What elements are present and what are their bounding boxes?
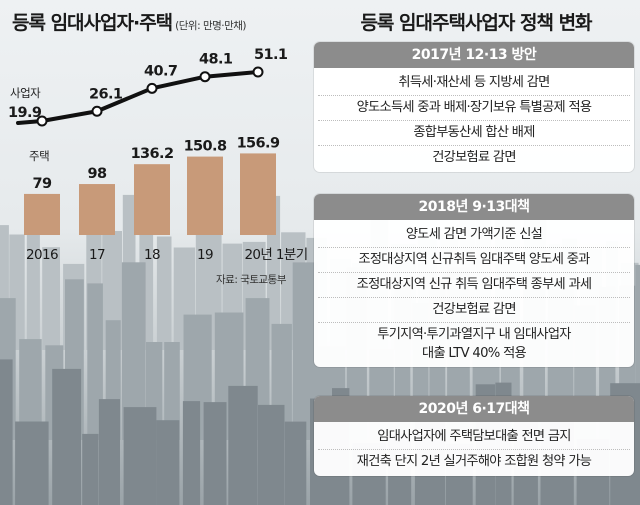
policy-heading: 2020년 6·17대책 <box>314 396 634 422</box>
bar-value-label: 98 <box>88 166 107 182</box>
building-silhouette <box>98 399 120 505</box>
policy-item: 취득세·재산세 등 지방세 감면 <box>318 71 630 96</box>
policy-item: 조정대상지역 신규 취득 임대주택 종부세 과세 <box>318 273 630 298</box>
policy-list: 취득세·재산세 등 지방세 감면 양도소득세 중과 배제·장기보유 특별공제 적… <box>314 68 634 172</box>
building-silhouette <box>228 385 258 505</box>
line-business-owners <box>16 70 260 125</box>
policy-item: 투기지역·투기과열지구 내 임대사업자 대출 LTV 40% 적용 <box>318 323 630 365</box>
chart-title: 등록 임대사업자·주택 (단위: 만명·만채) <box>12 8 247 35</box>
policy-item: 양도소득세 중과 배제·장기보유 특별공제 적용 <box>318 96 630 121</box>
building-silhouette <box>156 236 172 350</box>
bar-value-label: 79 <box>33 176 52 192</box>
building-silhouette <box>15 421 49 505</box>
building-silhouette <box>82 433 99 505</box>
building-silhouette <box>203 402 227 505</box>
building-silhouette <box>156 420 180 505</box>
policy-item-line: 대출 LTV 40% 적용 <box>422 346 527 361</box>
building-silhouette <box>635 264 640 440</box>
building-silhouette <box>19 339 42 440</box>
building-silhouette <box>26 199 40 350</box>
bar-value-label: 150.8 <box>184 139 227 155</box>
policy-list: 임대사업자에 주택담보대출 전면 금지 재건축 단지 2년 실거주해야 조합원 … <box>314 422 634 476</box>
building-silhouette <box>121 262 146 440</box>
policy-item: 종합부동산세 합산 배제 <box>318 121 630 146</box>
policy-item: 조정대상지역 신규취득 임대주택 양도세 중과 <box>318 248 630 273</box>
building-silhouette <box>284 421 307 505</box>
policy-item: 재건축 단지 2년 실거주해야 조합원 청약 가능 <box>356 454 592 469</box>
building-silhouette <box>123 407 157 505</box>
chart-unit: (단위: 만명·만채) <box>175 20 247 32</box>
building-silhouette <box>0 359 13 505</box>
line-point-20년 1분기 <box>252 66 264 78</box>
line-value-label: 26.1 <box>89 86 123 102</box>
rental-business-chart: 79 98 136.2 150.8 156.9 19.9 26.1 40.7 48.1 51.1 사… <box>8 47 308 286</box>
policy-card-2020: 2020년 6·17대책 임대사업자에 주택담보대출 전면 금지 재건축 단지 … <box>314 396 634 476</box>
chart-title-text: 등록 임대사업자·주택 <box>12 12 173 34</box>
line-value-label: 48.1 <box>199 52 233 68</box>
building-silhouette <box>164 342 180 440</box>
bar-housing-20년 1분기 <box>240 153 276 235</box>
building-silhouette <box>42 247 60 350</box>
building-silhouette <box>258 404 285 505</box>
series-label-housing: 주택 <box>29 149 49 163</box>
policy-card-2018: 2018년 9·13대책 양도세 감면 가액기준 신설 조정대상지역 신규취득 … <box>314 194 634 367</box>
building-silhouette <box>0 225 9 350</box>
category-tick-label: 20년 1분기 <box>244 247 307 263</box>
series-label-business-owners: 사업자 <box>10 86 41 100</box>
policy-item: 양도세 감면 가액기준 신설 <box>318 223 630 248</box>
policy-item: 임대사업자에 주택담보대출 전면 금지 <box>318 425 630 450</box>
line-point-18 <box>146 82 158 94</box>
policy-heading: 2018년 9·13대책 <box>314 194 634 220</box>
category-tick-label: 19 <box>197 247 213 263</box>
policy-card-2017: 2017년 12·13 방안 취득세·재산세 등 지방세 감면 양도소득세 중과… <box>314 42 634 172</box>
policy-heading: 2017년 12·13 방안 <box>314 42 634 68</box>
bar-housing-19 <box>187 156 223 235</box>
bar-housing-2016 <box>24 193 60 235</box>
bar-housing-17 <box>79 184 115 235</box>
policy-title: 등록 임대주택사업자 정책 변화 <box>360 12 592 34</box>
bar-housing-18 <box>134 164 170 235</box>
policy-item: 건강보험료 감면 <box>318 298 630 323</box>
category-tick-label: 17 <box>89 247 105 263</box>
source-label: 자료: 국토교통부 <box>216 274 287 286</box>
line-value-label: 51.1 <box>254 47 288 63</box>
bar-value-label: 136.2 <box>131 146 174 162</box>
building-silhouette <box>52 368 82 505</box>
policy-list: 양도세 감면 가액기준 신설 조정대상지역 신규취득 임대주택 양도세 중과 조… <box>314 220 634 367</box>
policy-item: 건강보험료 감면 <box>432 150 516 165</box>
bar-value-label: 156.9 <box>237 135 280 151</box>
category-tick-label: 18 <box>144 247 160 263</box>
policy-item-line: 투기지역·투기과열지구 내 임대사업자 <box>377 327 571 342</box>
line-point-19 <box>199 71 211 83</box>
building-silhouette <box>182 401 201 505</box>
line-value-label: 40.7 <box>144 63 177 79</box>
line-point-2016 <box>36 115 48 127</box>
line-value-label: 19.9 <box>8 105 42 121</box>
category-tick-label: 2016 <box>26 247 58 263</box>
line-point-17 <box>91 105 103 117</box>
